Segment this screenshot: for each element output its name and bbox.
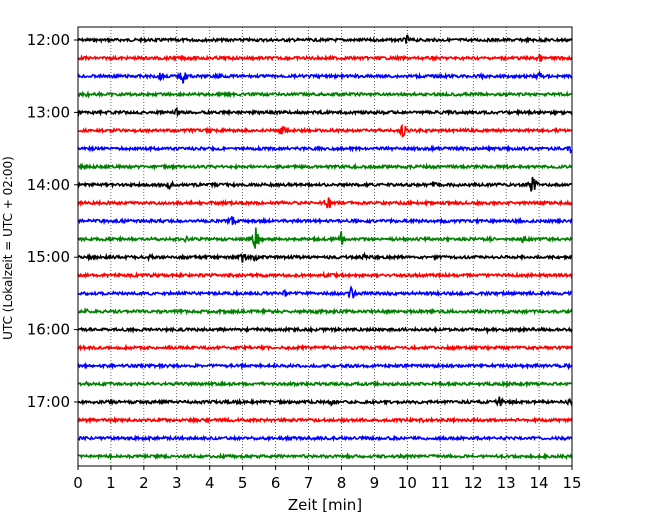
seismic-trace: [77, 144, 573, 154]
seismic-trace: [77, 251, 573, 263]
seismic-trace: [77, 90, 573, 99]
x-tick-label: 12: [464, 474, 483, 492]
grid-lines: [110, 27, 540, 466]
y-axis-ticks: 12:00 13:00 14:00 15:00 16:00 17:00: [27, 31, 78, 411]
seismic-trace: [77, 216, 573, 226]
x-axis-ticks: 0 1 2 3 4 5 6 7 8 9 10 11 12 13 14 15: [73, 466, 582, 492]
x-axis-label: Zeit [min]: [288, 496, 362, 514]
x-tick-label: 9: [370, 474, 380, 492]
seismic-trace: [77, 106, 573, 118]
seismic-trace: [77, 452, 573, 461]
y-tick-label: 15:00: [27, 248, 70, 266]
y-axis-label: UTC (Lokalzeit = UTC + 02:00): [1, 156, 15, 340]
y-tick-label: 12:00: [27, 31, 70, 49]
seismic-trace: [77, 325, 573, 335]
seismic-trace: [77, 162, 573, 171]
seismic-trace: [77, 396, 573, 407]
seismic-trace: [77, 197, 573, 209]
seismic-trace: [77, 415, 573, 425]
y-tick-label: 14:00: [27, 176, 70, 194]
x-tick-label: 6: [271, 474, 281, 492]
x-tick-label: 13: [497, 474, 516, 492]
seismic-trace: [77, 176, 573, 192]
seismic-trace: [77, 227, 573, 249]
seismic-trace: [77, 379, 573, 389]
x-tick-label: 1: [106, 474, 116, 492]
seismic-traces: [77, 34, 573, 461]
x-tick-label: 0: [73, 474, 83, 492]
seismic-trace: [77, 270, 573, 280]
seismic-trace: [77, 434, 573, 443]
seismic-trace: [77, 34, 573, 45]
x-tick-label: 3: [172, 474, 182, 492]
x-tick-label: 15: [562, 474, 581, 492]
seismic-trace: [77, 307, 573, 316]
x-tick-label: 8: [337, 474, 347, 492]
plot-frame: [77, 26, 573, 467]
y-tick-label: 17:00: [27, 393, 70, 411]
x-tick-label: 7: [304, 474, 314, 492]
seismic-trace: [77, 284, 573, 299]
seismic-trace: [77, 123, 573, 138]
y-tick-label: 13:00: [27, 103, 70, 121]
seismic-trace: [77, 53, 573, 63]
x-tick-label: 10: [398, 474, 417, 492]
x-tick-label: 5: [238, 474, 248, 492]
x-tick-label: 14: [530, 474, 549, 492]
seismic-trace: [77, 69, 573, 84]
x-tick-label: 2: [139, 474, 149, 492]
seismic-trace: [77, 361, 573, 371]
x-tick-label: 4: [205, 474, 215, 492]
seismic-trace: [77, 343, 573, 352]
x-tick-label: 11: [431, 474, 450, 492]
y-tick-label: 16:00: [27, 321, 70, 339]
